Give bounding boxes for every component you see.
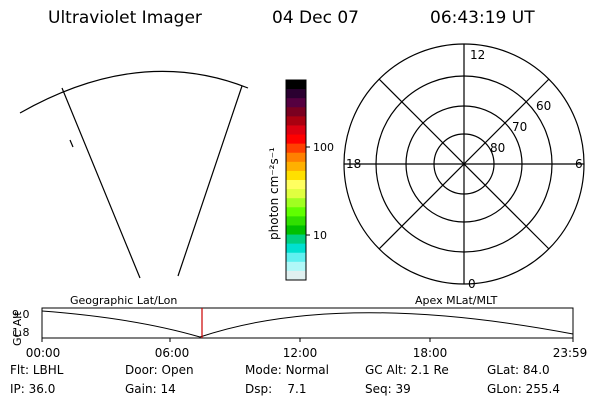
colorbar-tick-10: 10 (313, 229, 327, 242)
colorbar-segment (286, 161, 306, 172)
xtick-12: 12:00 (283, 346, 318, 360)
altitude-ylabel: GC Alt (11, 311, 24, 346)
xtick-2359: 23:59 (553, 346, 588, 360)
status-glon: GLon: 255.4 (487, 382, 560, 396)
colorbar (286, 80, 306, 281)
mlat-label-80: 80 (490, 141, 505, 155)
xtick-06: 06:00 (155, 346, 190, 360)
colorbar-segment (286, 134, 306, 145)
colorbar-segment (286, 180, 306, 190)
map-right-meridian (177, 85, 243, 277)
mlt-label-18: 18 (346, 157, 361, 171)
map-tick-mark (69, 139, 74, 148)
colorbar-segment (286, 107, 306, 117)
status-gc-alt: GC Alt: 2.1 Re (365, 363, 449, 377)
altitude-curve (41, 310, 574, 338)
colorbar-segment (286, 261, 306, 272)
status-mode: Mode: Normal (245, 363, 329, 377)
colorbar-segment (286, 198, 306, 208)
colorbar-segment (286, 243, 306, 254)
colorbar-unit-label: photon cm⁻²s⁻¹ (267, 147, 281, 240)
colorbar-segment (286, 252, 306, 263)
colorbar-segment (286, 152, 306, 163)
colorbar-segment (286, 143, 306, 154)
status-gain: Gain: 14 (125, 382, 176, 396)
colorbar-segment (286, 170, 306, 181)
status-filter: Flt: LBHL (10, 363, 64, 377)
status-ip: IP: 36.0 (10, 382, 56, 396)
status-door: Door: Open (125, 363, 194, 377)
colorbar-segment (286, 270, 306, 281)
xtick-00: 00:00 (26, 346, 61, 360)
status-glat: GLat: 84.0 (487, 363, 550, 377)
mlt-label-6: 6 (575, 157, 583, 171)
altitude-ytick-1-8: 1.8 (12, 326, 30, 339)
apex-label: Apex MLat/MLT (415, 294, 498, 307)
altitude-ytick-9: 9.0 (12, 308, 30, 321)
altitude-plot-frame (41, 307, 574, 339)
colorbar-segment (286, 225, 306, 236)
colorbar-frame (285, 79, 307, 281)
map-left-meridian (61, 87, 141, 279)
colorbar-segment (286, 89, 306, 99)
colorbar-segment (286, 207, 306, 217)
mlt-label-0: 0 (468, 277, 476, 291)
mlat-label-70: 70 (512, 120, 527, 134)
colorbar-tick-100: 100 (313, 141, 334, 154)
time-readout: 06:43:19 UT (430, 8, 535, 28)
colorbar-segment (286, 189, 306, 199)
polar-grid (343, 43, 585, 285)
geographic-map (19, 70, 249, 279)
colorbar-segment (286, 98, 306, 108)
xtick-18: 18:00 (413, 346, 448, 360)
app-title: Ultraviolet Imager (48, 8, 202, 28)
geographic-label: Geographic Lat/Lon (70, 294, 177, 307)
status-seq: Seq: 39 (365, 382, 411, 396)
status-dsp: Dsp: 7.1 (245, 382, 307, 396)
colorbar-segment (286, 234, 306, 245)
altitude-plot (41, 307, 574, 342)
polar-diagonal-b (378, 78, 550, 250)
map-horizon-arc (19, 70, 249, 114)
date-readout: 04 Dec 07 (272, 8, 359, 28)
mlat-label-60: 60 (536, 99, 551, 113)
colorbar-segment (286, 216, 306, 226)
colorbar-segment (286, 80, 306, 90)
mlt-label-12: 12 (470, 48, 485, 62)
colorbar-segment (286, 116, 306, 126)
colorbar-segment (286, 125, 306, 136)
